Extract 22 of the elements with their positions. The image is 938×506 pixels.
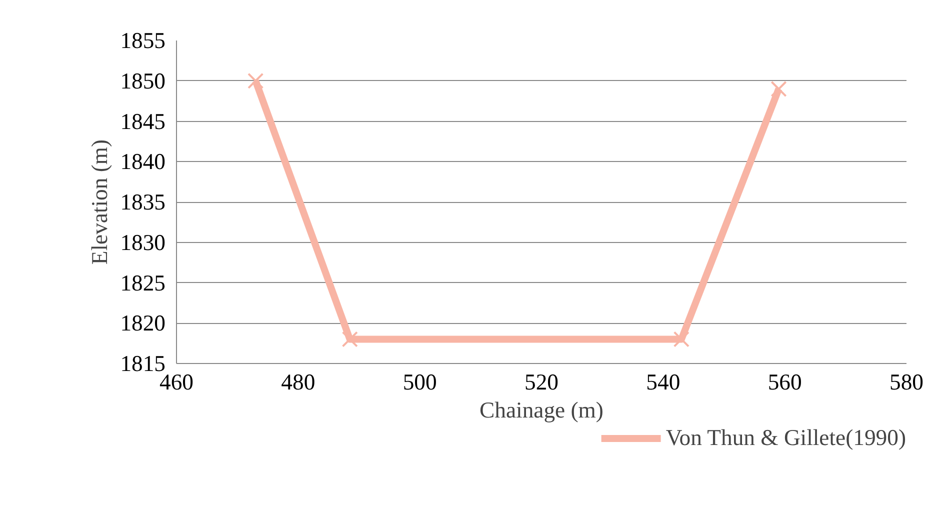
x-tick-label: 560	[768, 370, 802, 394]
y-axis-title: Elevation (m)	[87, 139, 112, 265]
point	[342, 331, 358, 348]
y-tick-label: 1820	[120, 310, 166, 336]
y-tick-label: 1815	[120, 351, 166, 376]
y-tick-label: 1835	[120, 190, 166, 214]
x-tick-label: 500	[402, 370, 437, 394]
x-tick-label: 580	[890, 370, 924, 394]
point	[673, 331, 690, 348]
legend-label: Von Thun & Gillete(1990)	[666, 425, 906, 451]
x-axis-title: Chainage (m)	[480, 398, 604, 422]
y-tick-label: 1845	[120, 108, 166, 134]
y-tick-label: 1840	[120, 149, 166, 174]
point	[770, 80, 787, 98]
y-tick-label: 1855	[120, 28, 166, 53]
y-tick-label: 1850	[120, 68, 166, 94]
point	[248, 72, 264, 89]
y-tick-label: 1830	[120, 230, 166, 255]
x-tick-label: 520	[524, 370, 558, 394]
y-tick-label: 1825	[120, 270, 166, 296]
x-tick-label: 480	[281, 370, 316, 394]
x-tick-label: 540	[646, 370, 680, 394]
